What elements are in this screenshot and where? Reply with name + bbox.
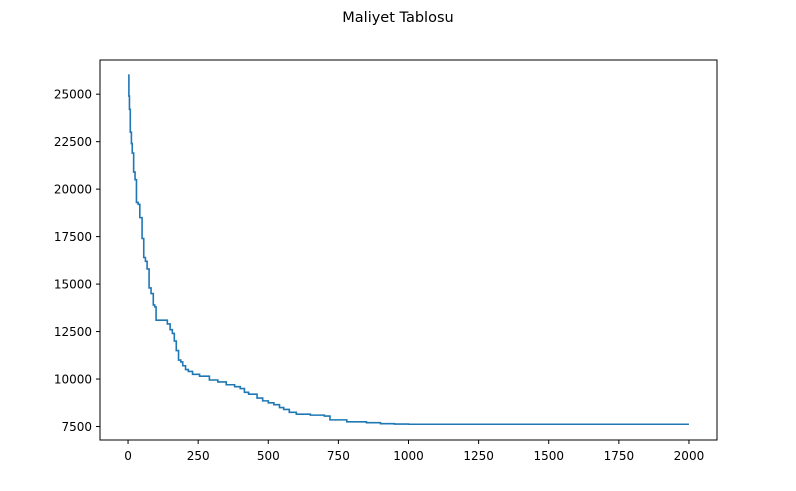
x-tick-label: 0: [124, 449, 132, 463]
chart-title: Maliyet Tablosu: [342, 10, 453, 26]
x-tick-label: 1750: [604, 449, 635, 463]
x-tick-label: 1500: [533, 449, 564, 463]
y-tick-label: 12500: [54, 325, 92, 339]
y-tick-label: 25000: [54, 88, 92, 102]
y-tick-label: 22500: [54, 135, 92, 149]
x-tick-label: 1000: [393, 449, 424, 463]
plot-frame: [99, 59, 718, 441]
y-tick-label: 20000: [54, 183, 92, 197]
x-tick-label: 500: [257, 449, 280, 463]
y-tick-label: 15000: [54, 278, 92, 292]
x-tick-label: 1250: [463, 449, 494, 463]
x-tick-label: 250: [187, 449, 210, 463]
y-axis: 7500 10000 12500 15000 17500 20000 22500 25000: [54, 88, 100, 434]
x-tick-label: 750: [327, 449, 350, 463]
y-tick-label: 10000: [54, 373, 92, 387]
x-tick-label: 2000: [674, 449, 705, 463]
series-line-0: [128, 74, 689, 426]
y-tick-label: 7500: [61, 420, 92, 434]
y-tick-label: 17500: [54, 230, 92, 244]
x-axis: 0 250 500 750 1000 1250 1500 1750 2000: [124, 440, 704, 463]
series-group: [128, 74, 689, 426]
